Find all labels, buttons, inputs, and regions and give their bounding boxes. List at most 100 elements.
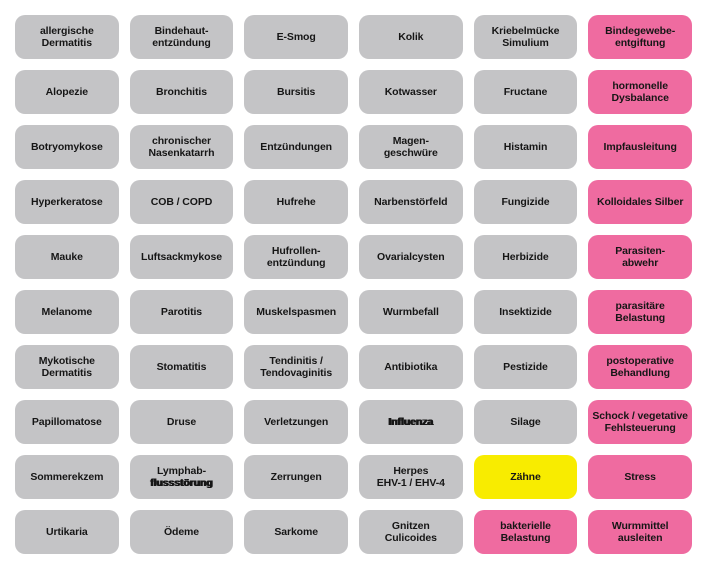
tile-47[interactable]: Silage [473, 400, 578, 444]
tile-label-line: Belastung [615, 312, 666, 324]
tile-label-line: Behandlung [610, 367, 670, 379]
tile-label-line: Verletzungen [264, 415, 329, 428]
tile-4[interactable]: Kolik [358, 15, 463, 59]
tile-label-line: Impfausleitung [603, 140, 677, 153]
tile-39[interactable]: Tendinitis / Tendovaginitis [244, 345, 348, 389]
tile-49[interactable]: Sommerekzem [15, 455, 119, 499]
tile-label-line: abwehr [622, 257, 659, 269]
tile-label-line: entzündung [266, 257, 326, 269]
tile-label-line: Hyperkeratose [30, 195, 103, 208]
tile-3[interactable]: E-Smog [244, 15, 348, 59]
tile-label-line: Influenza [388, 415, 434, 428]
tile-53[interactable]: Zähne [473, 455, 578, 499]
tile-20[interactable]: COB / COPD [129, 180, 234, 224]
tile-label-line: Dermatitis [41, 37, 92, 49]
tile-56[interactable]: Ödeme [129, 510, 234, 554]
tile-43[interactable]: Papillomatose [15, 400, 119, 444]
tile-label-line: Insektizide [499, 305, 552, 318]
tile-38[interactable]: Stomatitis [129, 345, 234, 389]
tile-label-line: Sarkome [274, 525, 318, 538]
tile-25[interactable]: Mauke [15, 235, 119, 279]
tile-50[interactable]: Lymphab-flussstörung [129, 455, 234, 499]
tile-54[interactable]: Stress [588, 455, 692, 499]
tile-17[interactable]: Histamin [473, 125, 578, 169]
tile-10[interactable]: Kotwasser [358, 70, 463, 114]
tile-18[interactable]: Impfausleitung [588, 125, 692, 169]
tile-48[interactable]: Schock / vegetative Fehlsteuerung [588, 400, 692, 444]
tile-16[interactable]: Magen-geschwüre [358, 125, 463, 169]
tile-label-line: Tendovaginitis [260, 367, 333, 379]
tile-label-line: Herbizide [502, 250, 549, 263]
tile-46[interactable]: Influenza [358, 400, 463, 444]
tile-7[interactable]: Alopezie [15, 70, 119, 114]
tile-32[interactable]: Parotitis [129, 290, 234, 334]
tile-label-line: Tendinitis / [269, 354, 323, 367]
tile-15[interactable]: Entzündungen [244, 125, 348, 169]
tile-55[interactable]: Urtikaria [15, 510, 119, 554]
tile-37[interactable]: Mykotische Dermatitis [15, 345, 119, 389]
tile-5[interactable]: Kriebelmücke Simulium [473, 15, 578, 59]
tile-41[interactable]: Pestizide [473, 345, 578, 389]
tile-label-line: chronischer [151, 134, 211, 147]
tile-22[interactable]: Narbenstörfeld [358, 180, 463, 224]
tile-21[interactable]: Hufrehe [244, 180, 348, 224]
tile-label-line: Lymphab- [157, 464, 206, 477]
tile-59[interactable]: bakterielle Belastung [473, 510, 578, 554]
tile-9[interactable]: Bursitis [244, 70, 348, 114]
tile-label-line: Zähne [510, 470, 541, 483]
tile-27[interactable]: Hufrollen-entzündung [244, 235, 348, 279]
tile-label-line: entgiftung [614, 37, 666, 49]
tile-label-line: entzündung [152, 37, 211, 49]
tile-40[interactable]: Antibiotika [358, 345, 463, 389]
tile-33[interactable]: Muskelspasmen [244, 290, 348, 334]
tile-26[interactable]: Luftsackmykose [129, 235, 234, 279]
tile-label-line: Bindehaut- [154, 24, 209, 37]
tile-label-line: parasitäre [615, 299, 665, 312]
tile-24[interactable]: Kolloidales Silber [588, 180, 692, 224]
tile-1[interactable]: allergische Dermatitis [15, 15, 119, 59]
tile-60[interactable]: Wurmmittel ausleiten [588, 510, 692, 554]
tile-8[interactable]: Bronchitis [129, 70, 234, 114]
tile-45[interactable]: Verletzungen [244, 400, 348, 444]
tile-label-line: Hufrehe [276, 195, 316, 208]
tile-23[interactable]: Fungizide [473, 180, 578, 224]
tile-30[interactable]: Parasiten-abwehr [588, 235, 692, 279]
tile-51[interactable]: Zerrungen [244, 455, 348, 499]
tile-label-line: Zerrungen [270, 470, 322, 483]
tile-label-line: Kolloidales Silber [597, 195, 684, 208]
tile-31[interactable]: Melanome [15, 290, 119, 334]
tile-label-line: geschwüre [383, 147, 438, 159]
tile-34[interactable]: Wurmbefall [358, 290, 463, 334]
tile-36[interactable]: parasitäre Belastung [588, 290, 692, 334]
tile-label-line: Papillomatose [31, 415, 102, 428]
tile-label-line: Antibiotika [384, 360, 438, 373]
tile-52[interactable]: Herpes EHV-1 / EHV-4 [358, 455, 463, 499]
tile-14[interactable]: chronischer Nasenkatarrh [129, 125, 234, 169]
tile-label-line: Mykotische [38, 354, 95, 367]
tile-12[interactable]: hormonelle Dysbalance [588, 70, 692, 114]
tile-11[interactable]: Fructane [473, 70, 578, 114]
tile-label-line: Fehlsteuerung [604, 422, 676, 434]
tile-label-line: Histamin [503, 140, 548, 153]
tile-35[interactable]: Insektizide [473, 290, 578, 334]
tile-label-line: Nasenkatarrh [148, 147, 215, 159]
tile-19[interactable]: Hyperkeratose [15, 180, 119, 224]
tile-label-line: Entzündungen [260, 140, 332, 153]
tile-label-line: Fungizide [501, 195, 550, 208]
tile-57[interactable]: Sarkome [244, 510, 348, 554]
tile-label-line: bakterielle [500, 519, 551, 532]
tile-2[interactable]: Bindehaut-entzündung [129, 15, 234, 59]
tile-42[interactable]: postoperative Behandlung [588, 345, 692, 389]
tile-6[interactable]: Bindegewebe-entgiftung [588, 15, 692, 59]
tile-label-line: Wurmbefall [382, 305, 439, 318]
tile-label-line: Culicoides [384, 532, 437, 544]
tile-13[interactable]: Botryomykose [15, 125, 119, 169]
tile-label-line: Bindegewebe- [605, 24, 676, 37]
tile-label-line: Narbenstörfeld [374, 195, 448, 208]
tile-29[interactable]: Herbizide [473, 235, 578, 279]
tile-58[interactable]: Gnitzen Culicoides [358, 510, 463, 554]
tile-28[interactable]: Ovarialcysten [358, 235, 463, 279]
tile-label-line: allergische [39, 24, 94, 37]
tile-label-line: Stress [624, 470, 656, 483]
tile-44[interactable]: Druse [129, 400, 234, 444]
